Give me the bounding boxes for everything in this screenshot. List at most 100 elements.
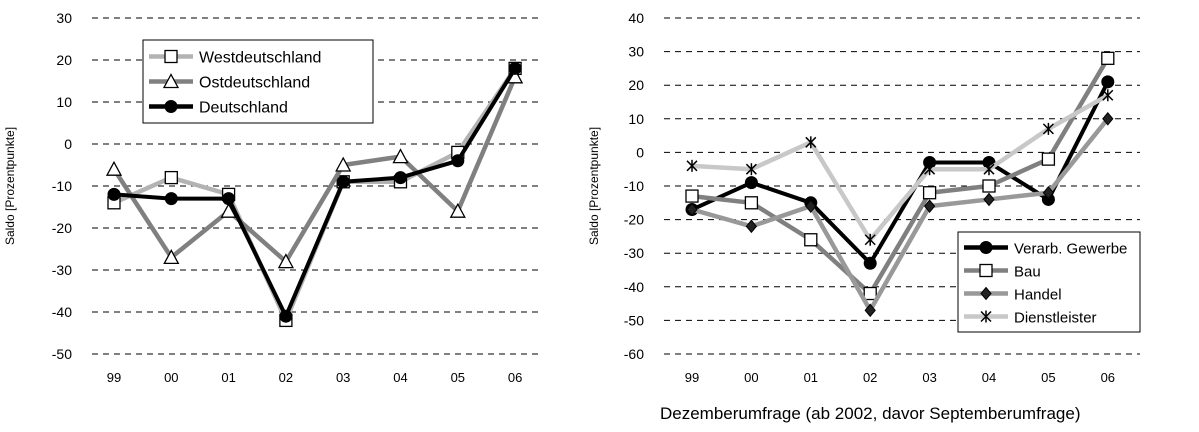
data-point: [805, 136, 817, 149]
x-tick-label: 02: [279, 370, 293, 385]
data-point: [686, 159, 698, 172]
legend-marker: [979, 263, 993, 278]
legend-label: Ostdeutschland: [199, 75, 310, 92]
data-point: [163, 249, 180, 265]
legend-label: Bau: [1014, 264, 1041, 281]
legend-label: Westdeutschland: [199, 50, 321, 67]
y-tick-label: -60: [624, 346, 644, 362]
legend-label: Verarb. Gewerbe: [1014, 241, 1127, 258]
data-point: [863, 256, 877, 270]
legend-label: Dienstleister: [1014, 310, 1097, 327]
data-point: [744, 196, 759, 210]
x-tick-label: 06: [508, 370, 522, 385]
legend-item: Deutschland: [149, 100, 288, 117]
y-tick-label: 0: [64, 136, 72, 152]
y-tick-label: -50: [52, 346, 72, 362]
y-tick-label: 30: [628, 44, 644, 60]
series-deutschland: [107, 61, 522, 323]
x-tick-label: 01: [221, 370, 235, 385]
data-point: [744, 176, 758, 190]
y-axis-title: Saldo [Prozentpunkte]: [3, 127, 17, 245]
series-line: [691, 57, 1110, 296]
series-line: [691, 117, 1110, 313]
y-tick-label: -40: [52, 304, 72, 320]
y-tick-label: -20: [52, 220, 72, 236]
legend: Westdeutschland Ostdeutschland Deutschland: [142, 39, 374, 124]
y-tick-label: -10: [624, 178, 644, 194]
data-point: [1042, 185, 1055, 200]
legend-item: Bau: [964, 264, 1041, 281]
series-line: [112, 75, 518, 264]
data-point: [1101, 51, 1115, 65]
data-point: [277, 253, 294, 269]
data-point: [279, 309, 293, 323]
legend-item: Ostdeutschland: [149, 73, 310, 92]
y-tick-label: -10: [52, 178, 72, 194]
y-tick-label: 10: [628, 111, 644, 127]
data-point: [983, 163, 995, 176]
data-point: [222, 192, 236, 206]
y-tick-label: 10: [56, 94, 72, 110]
series-ostdeutschland: [105, 68, 524, 269]
x-tick-label: 99: [107, 370, 121, 385]
data-point: [864, 303, 876, 318]
data-point: [1041, 152, 1056, 166]
y-tick-label: 20: [56, 52, 72, 68]
x-tick-label: 00: [744, 370, 758, 385]
data-point: [508, 61, 522, 75]
data-point: [686, 202, 698, 217]
x-axis-footnote: Dezemberumfrage (ab 2002, davor Septembe…: [660, 404, 1081, 423]
y-tick-label: 0: [636, 144, 644, 160]
y-tick-label: -30: [624, 245, 644, 261]
data-point: [107, 187, 121, 201]
legend-item: Westdeutschland: [149, 50, 321, 67]
data-point: [394, 171, 407, 185]
x-tick-label: 01: [804, 370, 818, 385]
y-tick-label: -20: [624, 212, 644, 228]
data-point: [336, 175, 350, 189]
series-line: [113, 67, 517, 319]
data-point: [1101, 75, 1115, 89]
x-tick-label: 04: [393, 370, 407, 385]
data-point: [335, 156, 352, 172]
series-handel: [686, 112, 1114, 318]
legend-item: Verarb. Gewerbe: [964, 241, 1127, 258]
data-point: [449, 202, 466, 218]
x-tick-label: 03: [336, 370, 350, 385]
series-bau: [685, 51, 1115, 301]
series-dienstleister: [686, 89, 1114, 246]
x-tick-label: 06: [1101, 370, 1115, 385]
x-tick-label: 99: [685, 370, 699, 385]
legend-label: Handel: [1014, 287, 1062, 304]
data-point: [982, 179, 996, 193]
y-tick-label: -50: [624, 312, 644, 328]
data-point: [685, 189, 699, 203]
data-point: [863, 286, 877, 301]
legend-item: Dienstleister: [964, 310, 1097, 327]
x-tick-label: 00: [164, 370, 178, 385]
data-point: [220, 202, 237, 218]
chart-2: 40 30 20 10 0 -10 -20 -30 -40 -50 -60 Saldo [Prozen…: [587, 10, 1141, 385]
data-point: [805, 199, 817, 213]
y-tick-label: 30: [56, 10, 72, 26]
data-point: [924, 163, 936, 176]
data-point: [745, 163, 757, 176]
legend-marker: [164, 100, 178, 113]
x-tick-label: 03: [922, 370, 936, 385]
data-point: [864, 233, 876, 246]
data-point: [1042, 122, 1054, 135]
legend-marker: [980, 310, 992, 323]
x-tick-label: 04: [982, 370, 996, 385]
legend-marker: [164, 49, 178, 64]
data-point: [745, 219, 758, 234]
y-tick-label: 40: [628, 10, 644, 26]
y-tick-label: -30: [52, 262, 72, 278]
data-point: [164, 170, 178, 185]
chart-1: 30 20 10 0 -10 -20 -30 -40 -50 Saldo [Prozentpunk…: [3, 10, 540, 385]
legend-marker: [162, 73, 180, 89]
data-point: [923, 199, 936, 213]
legend-marker: [980, 286, 992, 301]
data-point: [392, 148, 409, 164]
data-point: [451, 154, 465, 168]
